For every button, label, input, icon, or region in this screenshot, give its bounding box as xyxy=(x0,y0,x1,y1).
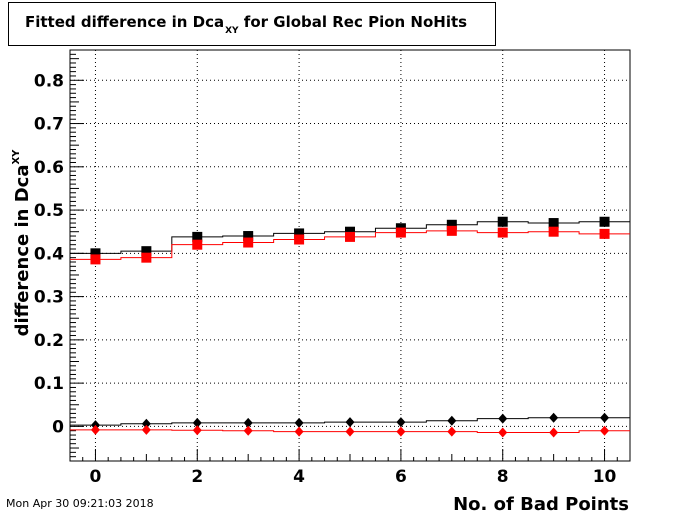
y-tick-label: 0.7 xyxy=(34,115,64,135)
data-point xyxy=(90,424,100,435)
data-point xyxy=(345,417,355,428)
data-point xyxy=(599,216,610,227)
data-point xyxy=(498,427,508,438)
data-point xyxy=(141,418,151,429)
data-series xyxy=(70,216,630,438)
data-point xyxy=(243,425,253,436)
y-tick-label: 0.3 xyxy=(34,288,64,308)
y-axis-label: difference in DcaXY xyxy=(11,149,33,337)
x-axis-label: No. of Bad Points xyxy=(453,494,629,514)
data-point xyxy=(141,252,152,263)
data-point xyxy=(192,417,202,428)
data-point xyxy=(447,426,457,437)
y-axis-label-subscript: XY xyxy=(11,149,22,165)
data-point xyxy=(243,237,254,248)
data-point xyxy=(395,227,406,238)
data-point xyxy=(599,228,610,239)
data-point xyxy=(396,426,406,437)
data-point xyxy=(345,231,355,242)
y-tick-label: 0 xyxy=(52,417,64,437)
data-point xyxy=(141,424,151,435)
data-point xyxy=(549,412,559,423)
chart-title: Fitted difference in DcaXY for Global Re… xyxy=(25,13,468,36)
data-point xyxy=(192,239,203,250)
x-tick-label: 10 xyxy=(593,467,617,487)
chart-title-box: Fitted difference in DcaXY for Global Re… xyxy=(8,2,496,46)
series xyxy=(70,216,630,259)
plot-frame xyxy=(69,49,631,462)
data-point xyxy=(497,216,508,227)
data-point xyxy=(243,417,253,428)
data-point xyxy=(498,413,508,424)
data-point xyxy=(294,426,304,437)
data-point xyxy=(294,417,304,428)
x-tick-label: 0 xyxy=(90,467,102,487)
series xyxy=(70,424,630,438)
y-tick-label: 0.6 xyxy=(34,158,64,178)
data-point xyxy=(600,412,610,423)
y-tick-label: 0.8 xyxy=(34,71,64,91)
y-tick-label: 0.1 xyxy=(34,374,64,394)
y-tick-label: 0.5 xyxy=(34,201,64,221)
data-point xyxy=(600,425,610,436)
data-point xyxy=(396,417,406,428)
data-point xyxy=(243,231,254,242)
data-point xyxy=(446,225,457,236)
data-point xyxy=(192,231,203,242)
x-tick-label: 6 xyxy=(395,467,407,487)
data-point xyxy=(141,246,152,257)
data-point xyxy=(447,415,457,426)
data-point xyxy=(90,248,101,259)
x-tick-label: 8 xyxy=(497,467,509,487)
data-point xyxy=(446,219,457,230)
data-point xyxy=(548,218,559,229)
y-tick-label: 0.2 xyxy=(34,331,64,351)
x-tick-label: 4 xyxy=(293,467,305,487)
axis-ticks xyxy=(69,49,631,462)
series-step-line xyxy=(70,429,630,433)
series xyxy=(70,225,630,265)
data-point xyxy=(294,228,305,239)
x-tick-label: 2 xyxy=(191,467,203,487)
data-point xyxy=(497,227,508,238)
data-point xyxy=(548,226,559,237)
data-point xyxy=(345,426,355,437)
data-point xyxy=(192,425,202,436)
data-point xyxy=(549,427,559,438)
data-point xyxy=(345,226,355,237)
y-tick-label: 0.4 xyxy=(34,244,64,264)
tick-labels: 0 2 4 6 8 10 0 0.1 0.2 0.3 0.4 0.5 0.6 0.7 0.8 xyxy=(34,71,617,487)
footer-timestamp: Mon Apr 30 09:21:03 2018 xyxy=(6,497,154,510)
data-point xyxy=(294,234,305,245)
data-point xyxy=(90,254,101,265)
